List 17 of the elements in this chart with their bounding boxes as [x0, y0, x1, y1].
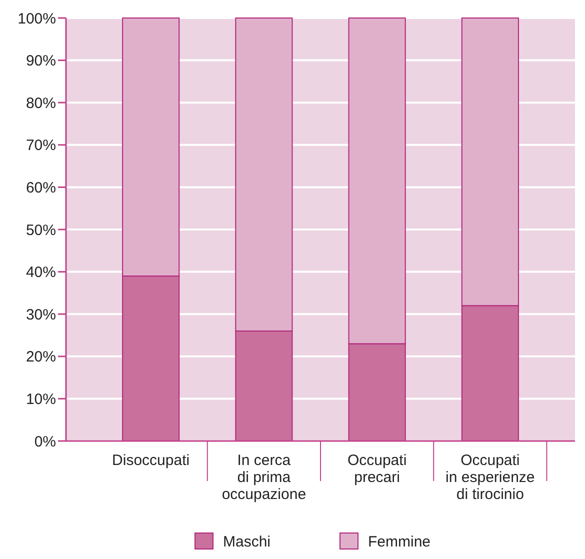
- y-tick-label: 90%: [26, 52, 56, 70]
- y-tick-label: 10%: [26, 390, 56, 408]
- y-tick-label: 60%: [26, 179, 56, 196]
- y-tick-label: 100%: [18, 10, 56, 28]
- x-tick-label: Occupati in esperienze di tirocinio: [446, 452, 535, 503]
- x-tick-label: In cerca di prima occupazione: [222, 452, 306, 503]
- legend-label: Femmine: [368, 533, 431, 550]
- y-tick-label: 50%: [26, 222, 56, 239]
- y-tick-label: 20%: [26, 348, 56, 366]
- y-tick-label: 70%: [26, 137, 56, 154]
- x-tick-label: Occupati precari: [347, 452, 407, 486]
- y-tick-label: 80%: [26, 94, 56, 112]
- legend-label: Maschi: [223, 533, 271, 550]
- y-tick-label: 0%: [34, 433, 56, 450]
- y-tick-label: 40%: [26, 264, 56, 282]
- y-tick-label: 30%: [26, 306, 56, 324]
- x-tick-label: Disoccupati: [112, 452, 190, 469]
